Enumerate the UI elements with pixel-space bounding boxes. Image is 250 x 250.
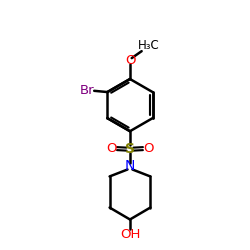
Text: S: S — [125, 142, 135, 156]
Text: O: O — [143, 142, 154, 155]
Text: O: O — [125, 54, 136, 67]
Text: H₃C: H₃C — [138, 39, 159, 52]
Text: OH: OH — [120, 228, 140, 241]
Text: N: N — [125, 159, 135, 173]
Text: O: O — [106, 142, 117, 155]
Text: Br: Br — [80, 84, 94, 97]
